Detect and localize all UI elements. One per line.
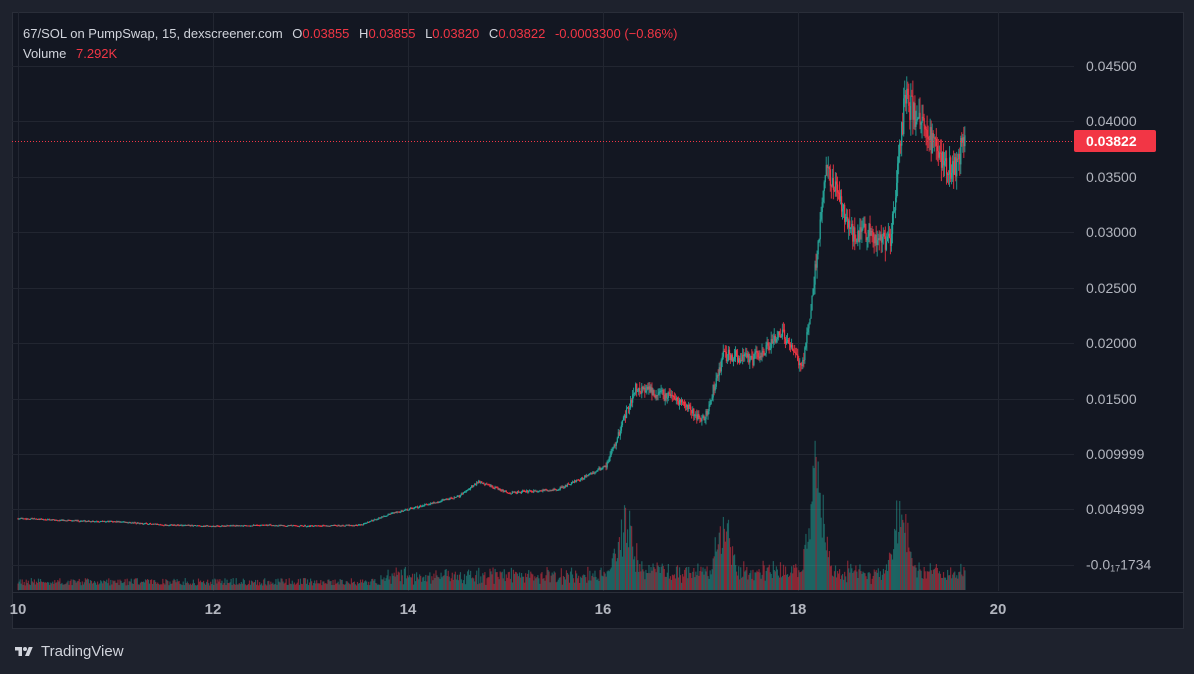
tradingview-branding[interactable]: TradingView <box>13 643 124 660</box>
low-value: 0.03820 <box>432 26 480 41</box>
price-tick: -0.0171734 <box>1086 556 1152 574</box>
legend-ohlc-row: 67/SOL on PumpSwap, 15, dexscreener.com … <box>23 24 677 44</box>
price-tick: 0.04000 <box>1086 113 1137 129</box>
tradingview-logo-icon <box>15 646 33 656</box>
price-tick: 0.02000 <box>1086 335 1137 351</box>
time-tick: 14 <box>399 601 417 618</box>
open-label: O <box>292 26 303 41</box>
price-tick: 0.03000 <box>1086 224 1137 240</box>
time-tick: 20 <box>989 601 1007 618</box>
volume-label: Volume <box>23 46 67 61</box>
close-label: C <box>488 26 499 41</box>
plot-area[interactable] <box>12 12 1074 591</box>
price-tick: 0.009999 <box>1086 446 1145 462</box>
symbol-title: 67/SOL on PumpSwap, 15, dexscreener.com <box>23 26 283 41</box>
legend: 67/SOL on PumpSwap, 15, dexscreener.com … <box>23 24 677 64</box>
time-tick: 10 <box>9 601 27 618</box>
price-tick: 0.004999 <box>1086 501 1145 517</box>
time-tick: 12 <box>204 601 222 618</box>
low-label: L <box>425 26 433 41</box>
close-value: 0.03822 <box>498 26 546 41</box>
price-scale[interactable]: 0.04500 0.04000 0.03500 0.03000 0.02500 0.020… <box>1074 12 1183 591</box>
price-tick: 0.01500 <box>1086 391 1137 407</box>
time-tick: 16 <box>594 601 612 618</box>
time-scale[interactable]: 10 12 14 16 18 20 <box>9 592 1183 629</box>
change-value: -0.0003300 (−0.86%) <box>554 26 678 41</box>
last-price-badge: 0.03822 <box>1074 130 1156 152</box>
high-label: H <box>359 26 369 41</box>
legend-volume-row: Volume 7.292K <box>23 44 677 64</box>
price-tick: 0.02500 <box>1086 280 1137 296</box>
price-chart[interactable] <box>12 12 1074 591</box>
open-value: 0.03855 <box>302 26 350 41</box>
price-tick: 0.03500 <box>1086 169 1137 185</box>
high-value: 0.03855 <box>368 26 416 41</box>
time-tick: 18 <box>789 601 807 618</box>
volume-value: 7.292K <box>76 46 118 61</box>
tradingview-label: TradingView <box>41 643 124 660</box>
price-tick: 0.04500 <box>1086 58 1137 74</box>
